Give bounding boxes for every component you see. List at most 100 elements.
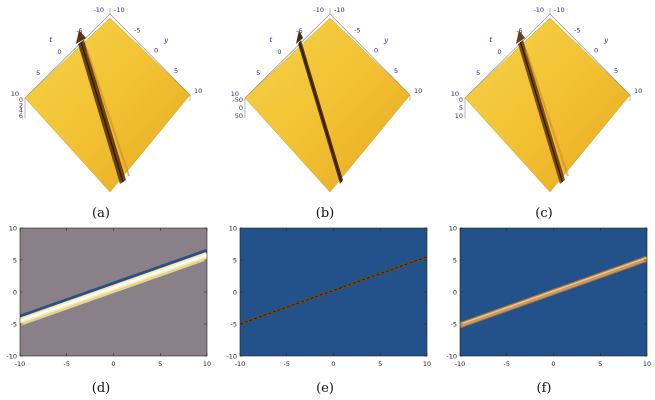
- y-tick-label: 5: [614, 67, 618, 75]
- y-tick-label: 10: [414, 87, 422, 95]
- plot-area: [20, 249, 207, 326]
- soliton-peak: [76, 30, 86, 44]
- y-tick-label: -10: [554, 6, 565, 14]
- box-edge: [244, 13, 411, 99]
- z-tick-label: 4: [19, 107, 23, 115]
- x-tick-label: 5: [598, 360, 602, 368]
- t-tick-label: -5: [296, 27, 302, 35]
- z-tick-label: 6: [19, 112, 23, 120]
- t-tick-label: 10: [11, 90, 19, 98]
- x-tick-label: 10: [643, 360, 651, 368]
- t-tick-label: -10: [533, 6, 544, 14]
- box-edge: [24, 13, 191, 99]
- t-tick-label: 0: [277, 48, 281, 56]
- y-tick-label: 10: [194, 87, 202, 95]
- x-tick-label: -10: [15, 360, 26, 368]
- soliton-ridge-core: [80, 41, 124, 183]
- x-tick-label: 0: [551, 360, 555, 368]
- t-tick-label: 0: [497, 48, 501, 56]
- y-tick-label: 5: [13, 257, 17, 265]
- y-tick-label: 10: [634, 87, 642, 95]
- y-tick-label: 10: [9, 225, 17, 233]
- x-tick-label: -10: [455, 360, 466, 368]
- t-tick-label: 5: [476, 69, 480, 77]
- z-tick-label: -50: [232, 96, 243, 104]
- y-tick-label: -5: [574, 26, 580, 34]
- t-axis-label: t: [490, 36, 493, 44]
- plot-area: [240, 255, 427, 326]
- surface-plot-c: -10 -5 0 5 10 t -10 -5 0 5 10 y 0 5 10: [440, 0, 655, 200]
- y-axis-label: y: [603, 37, 609, 45]
- y-tick-label: -10: [114, 6, 125, 14]
- z-tick-label: 10: [455, 112, 463, 120]
- soliton-shoulder: [525, 49, 569, 177]
- y-tick-label: -5: [134, 26, 140, 34]
- surface-plot-a: -10 -5 0 5 10 t -10 -5 0 5 10 y 0 2 4 6: [0, 0, 215, 200]
- t-axis-label: t: [50, 36, 53, 44]
- t-tick-label: 5: [36, 69, 40, 77]
- caption-b: (b): [315, 206, 335, 221]
- y-tick-label: 5: [453, 257, 457, 265]
- plot-area: [460, 255, 647, 329]
- y-tick-label: 5: [394, 67, 398, 75]
- z-tick-label: 50: [235, 112, 243, 120]
- x-tick-label: 5: [158, 360, 162, 368]
- y-tick-label: -5: [354, 26, 360, 34]
- density-plot-d: -10 -5 0 5 10 -10 -5 0 5 10: [0, 222, 215, 380]
- y-tick-label: -5: [231, 321, 237, 329]
- box-edge: [464, 13, 631, 99]
- density-plot-f: -10 -5 0 5 10 -10 -5 0 5 10: [440, 222, 655, 380]
- surface: [464, 17, 631, 193]
- y-tick-label: 10: [229, 225, 237, 233]
- soliton-shoulder: [86, 49, 130, 177]
- t-tick-label: 10: [231, 90, 239, 98]
- z-tick-label: 0: [19, 96, 23, 104]
- x-tick-label: -5: [284, 360, 290, 368]
- y-tick-label: -10: [226, 353, 237, 361]
- soliton-band: [460, 256, 647, 328]
- t-tick-label: -5: [516, 27, 522, 35]
- plot-background: [240, 228, 427, 356]
- y-tick-label: 0: [233, 289, 237, 297]
- y-tick-label: 0: [594, 47, 598, 55]
- z-tick-label: 0: [459, 96, 463, 104]
- density-plot-e: -10 -5 0 5 10 -10 -5 0 5 10: [220, 222, 435, 380]
- t-tick-label: -5: [76, 27, 82, 35]
- y-tick-label: -10: [6, 353, 17, 361]
- x-tick-label: 10: [203, 360, 211, 368]
- soliton-ridge-core: [519, 41, 564, 183]
- surface-plot-b: -10 -5 0 5 10 t -10 -5 0 5 10 y -50 0 50: [220, 0, 435, 200]
- soliton-band-core: [460, 257, 647, 325]
- y-tick-label: 0: [154, 47, 158, 55]
- y-tick-label: -5: [451, 321, 457, 329]
- caption-d: (d): [91, 381, 111, 396]
- caption-e: (e): [316, 381, 334, 396]
- y-tick-label: 5: [233, 257, 237, 265]
- x-tick-label: 5: [378, 360, 382, 368]
- soliton-band-core: [240, 256, 427, 325]
- y-tick-label: 0: [13, 289, 17, 297]
- z-tick-label: 0: [239, 104, 243, 112]
- t-tick-label: 5: [256, 69, 260, 77]
- y-axis-label: y: [383, 37, 389, 45]
- density-plot-f-svg: -10 -5 0 5 10 -10 -5 0 5 10: [446, 225, 651, 369]
- z-tick-label: 2: [19, 101, 23, 109]
- t-tick-label: -10: [93, 6, 104, 14]
- surface: [24, 17, 191, 193]
- y-tick-label: 0: [374, 47, 378, 55]
- x-tick-label: 0: [331, 360, 335, 368]
- y-tick-label: -10: [446, 353, 457, 361]
- y-tick-label: 5: [174, 67, 178, 75]
- y-tick-label: 10: [449, 225, 457, 233]
- caption-f: (f): [536, 381, 552, 396]
- soliton-peak: [296, 30, 303, 44]
- y-tick-label: 0: [453, 289, 457, 297]
- caption-c: (c): [535, 206, 553, 221]
- t-tick-label: 0: [57, 48, 61, 56]
- soliton-band-core: [20, 253, 207, 322]
- density-plot-d-svg: -10 -5 0 5 10 -10 -5 0 5 10: [6, 225, 211, 369]
- t-axis-label: t: [270, 36, 273, 44]
